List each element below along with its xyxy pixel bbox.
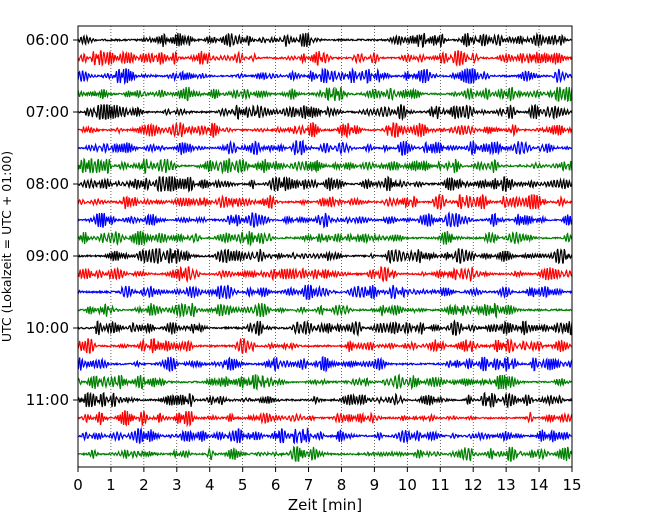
trace-1130 [77,426,573,445]
trace-1015 [77,337,573,354]
trace-1000 [77,319,573,337]
trace-0815 [77,193,573,210]
trace-0630 [77,66,573,86]
y-tick-label: 08:00 [26,175,69,193]
trace-0800 [77,175,573,193]
y-tick-label: 09:00 [26,247,69,265]
x-tick-label: 0 [73,476,83,494]
x-tick-label: 4 [205,476,215,494]
x-tick-label: 11 [431,476,450,494]
trace-0745 [77,157,573,175]
trace-0700 [77,103,573,122]
x-axis-label: Zeit [min] [288,496,362,514]
trace-1045 [77,373,573,392]
y-tick-label: 07:00 [26,103,69,121]
trace-1145 [77,445,573,462]
x-tick-label: 12 [464,476,483,494]
x-tick-label: 10 [398,476,417,494]
x-tick-label: 13 [497,476,516,494]
trace-0845 [77,230,573,247]
x-tick-label: 2 [139,476,149,494]
trace-0615 [77,49,573,67]
x-tick-label: 15 [562,476,581,494]
trace-0600 [77,32,573,49]
y-axis-ticks: 06:00 07:00 08:00 09:00 10:00 11:00 [26,31,78,409]
trace-0945 [77,302,573,319]
trace-0645 [77,86,573,103]
x-tick-label: 6 [271,476,281,494]
plot-frame [77,25,573,468]
trace-lines [77,32,573,462]
x-tick-label: 8 [337,476,347,494]
trace-1100 [77,391,573,409]
y-tick-label: 11:00 [26,391,69,409]
y-tick-label: 10:00 [26,319,69,337]
trace-0730 [77,139,573,156]
y-axis-label: UTC (Lokalzeit = UTC + 01:00) [0,151,14,342]
x-tick-label: 5 [238,476,248,494]
trace-0900 [77,247,573,265]
x-tick-label: 1 [106,476,116,494]
x-tick-label: 14 [530,476,549,494]
trace-0930 [77,284,573,301]
trace-1030 [77,355,573,373]
trace-0715 [77,122,573,139]
x-tick-label: 9 [370,476,380,494]
trace-0830 [77,211,573,229]
x-tick-label: 7 [304,476,314,494]
trace-0915 [77,265,573,284]
x-axis-ticks: 0 1 2 3 4 5 6 7 8 9 10 11 12 13 14 15 [73,467,582,494]
y-tick-label: 06:00 [26,31,69,49]
trace-1115 [77,410,573,428]
x-tick-label: 3 [172,476,182,494]
